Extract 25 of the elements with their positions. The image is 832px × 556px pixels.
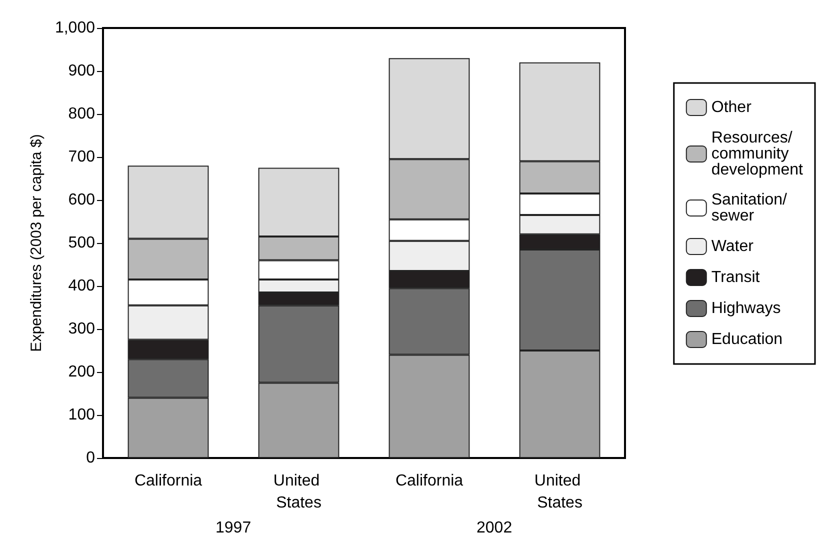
legend-label: Water — [711, 238, 754, 255]
legend-label: Sanitation/ sewer — [711, 192, 792, 224]
y-tick-label: 1,000 — [54, 20, 96, 36]
x-tick-label: United States — [273, 472, 324, 512]
y-tick-label: 400 — [68, 278, 96, 294]
y-tick-label: 300 — [68, 320, 96, 338]
legend-label: Other — [711, 99, 752, 116]
legend-label: Transit — [711, 269, 760, 286]
legend-label: Education — [711, 331, 783, 348]
y-tick-label: 700 — [68, 148, 96, 166]
x-tick-label: California — [395, 472, 464, 490]
text: 1997 — [216, 520, 252, 536]
x-tick-label: United States — [534, 472, 586, 512]
text: 2002 — [476, 520, 512, 536]
y-axis-title: Expenditures (2003 per capita $) — [28, 134, 46, 352]
y-tick-label: 900 — [68, 62, 96, 80]
x-tick-label: California — [134, 472, 202, 490]
y-tick-label: 100 — [68, 406, 96, 424]
y-tick-label: 500 — [68, 234, 96, 252]
legend-label: Highways — [711, 300, 781, 317]
y-tick-label: 200 — [68, 364, 96, 380]
y-tick-label: 800 — [68, 106, 96, 122]
legend-label: Resources/ community development — [711, 130, 804, 178]
y-tick-label: 0 — [86, 450, 96, 466]
y-tick-label: 600 — [68, 192, 96, 208]
